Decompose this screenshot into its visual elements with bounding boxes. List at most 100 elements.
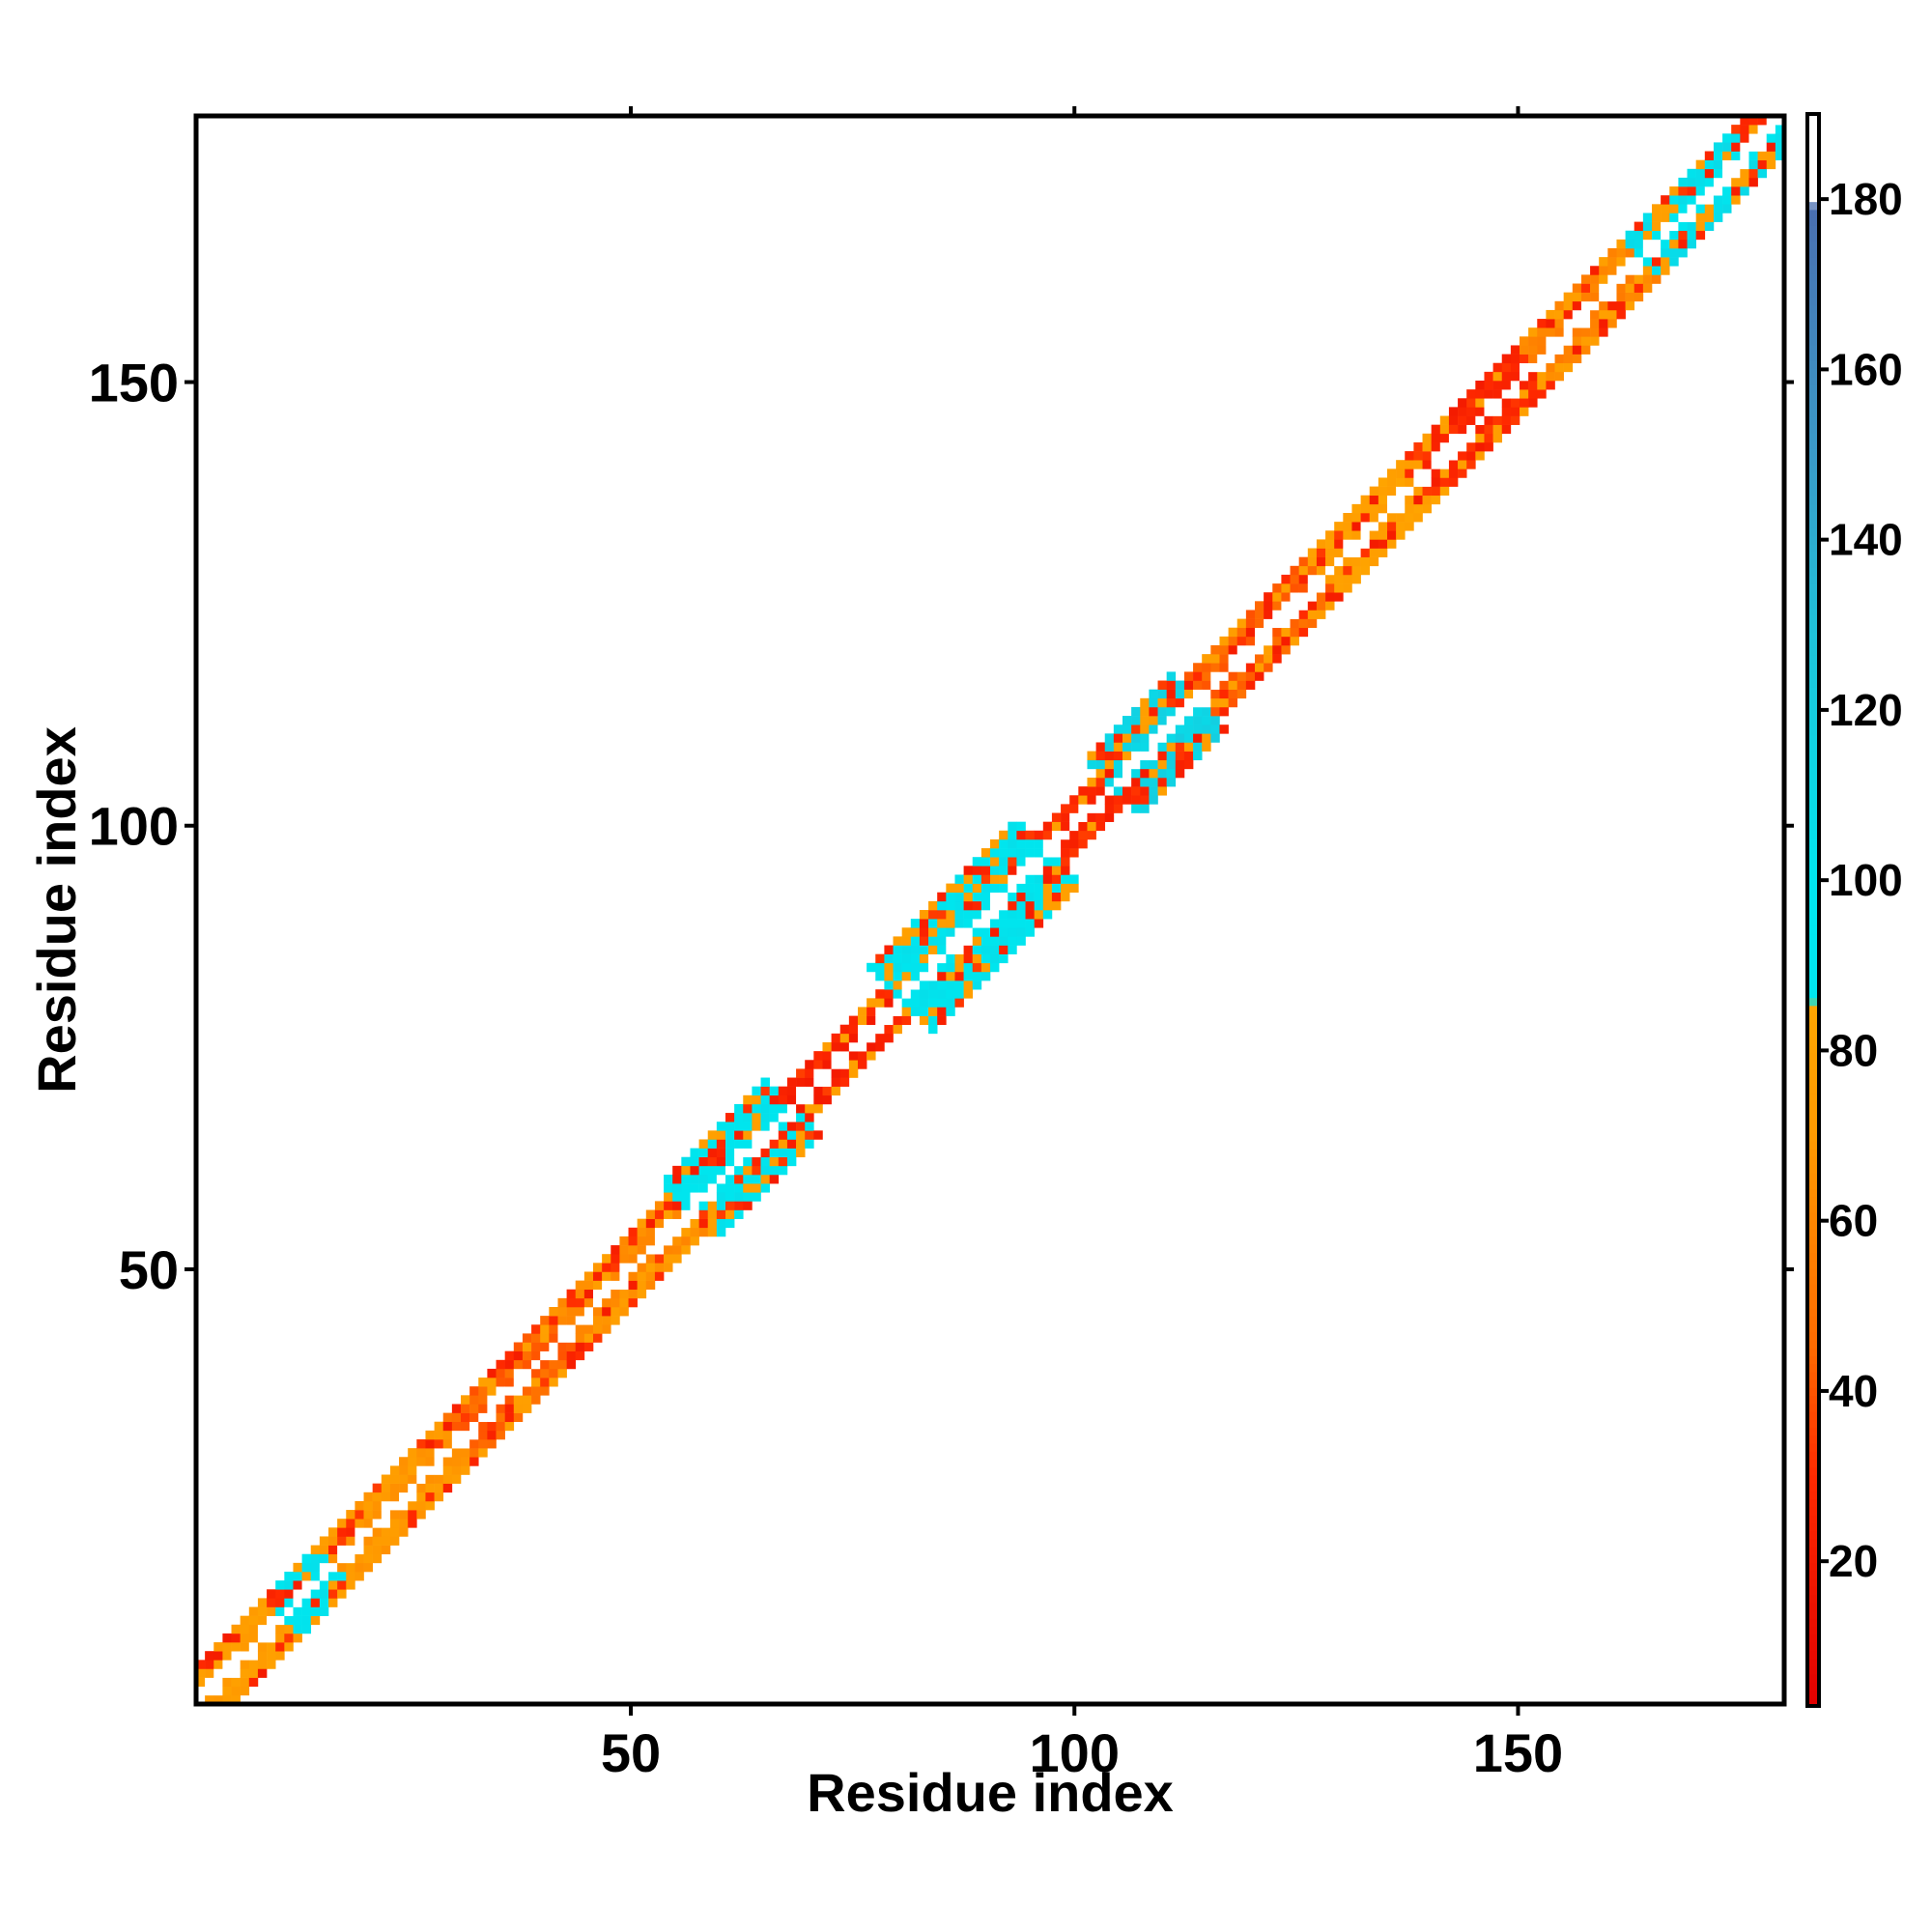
colorbar-segment [1807,766,1819,776]
heatmap-cell [1599,283,1608,293]
heatmap-cell [1396,460,1406,469]
heatmap-cell [1069,812,1079,822]
colorbar-frame [1805,112,1821,1708]
colorbar-segment [1807,1562,1819,1572]
heatmap-cell [1140,786,1150,796]
heatmap-cell [1034,848,1044,858]
heatmap-cell [1748,125,1758,134]
heatmap-cell [1484,398,1493,408]
heatmap-cell [690,1218,699,1229]
heatmap-cell [1492,362,1503,373]
heatmap-cell [1687,230,1696,241]
heatmap-cell [461,1439,470,1449]
heatmap-cell [1580,283,1591,293]
heatmap-cell [1642,213,1653,222]
heatmap-cell [796,1068,806,1078]
heatmap-cell [1466,441,1476,452]
heatmap-cell [355,1562,364,1573]
heatmap-cell [1078,838,1088,849]
heatmap-cell [1563,336,1574,346]
heatmap-cell [1642,283,1653,293]
heatmap-cell [1748,133,1758,143]
heatmap-cell [1202,663,1211,672]
heatmap-cell [1590,309,1600,320]
colorbar-segment [1807,233,1819,242]
heatmap-cell [1016,883,1026,894]
heatmap-cell [389,1527,400,1537]
heatmap-cell [752,1113,761,1122]
heatmap-cell [901,1007,912,1016]
heatmap-cell [593,1324,603,1334]
heatmap-cell [1572,327,1582,337]
heatmap-cell [1607,274,1617,284]
heatmap-cell [628,1236,638,1246]
heatmap-cell [389,1465,400,1475]
heatmap-cell [1131,804,1141,813]
heatmap-cell [416,1492,426,1502]
heatmap-cell [531,1378,541,1387]
heatmap-cell [1008,838,1017,849]
heatmap-cell [1202,742,1211,752]
heatmap-cell [1183,759,1194,770]
heatmap-cell [1122,778,1132,787]
heatmap-cell [1484,415,1493,425]
heatmap-cell [1255,663,1264,672]
heatmap-cell [901,980,912,990]
colorbar-segment [1807,1674,1819,1683]
heatmap-cell [1104,804,1115,813]
heatmap-cell [990,919,1000,928]
heatmap-cell [963,953,974,964]
heatmap-cell [1219,697,1229,708]
heatmap-cell [1431,451,1441,461]
heatmap-cell [434,1421,444,1432]
heatmap-cell [513,1342,524,1351]
heatmap-cell [672,1245,682,1255]
heatmap-cell [1546,327,1555,337]
heatmap-cell [645,1254,656,1264]
heatmap-cell [1360,513,1371,523]
x-axis-title: Residue index [807,1762,1174,1823]
heatmap-cell [1748,151,1758,160]
heatmap-cell [1360,556,1371,567]
heatmap-cell [893,989,902,999]
heatmap-cell [1166,697,1177,708]
heatmap-cell [937,980,947,990]
heatmap-cell [1219,654,1229,664]
heatmap-cell [196,1686,206,1696]
heatmap-cell [1625,283,1635,293]
heatmap-cell [602,1289,611,1299]
heatmap-cell [769,1148,780,1158]
heatmap-cell [1042,874,1053,884]
colorbar-segment [1807,1005,1819,1014]
heatmap-cell [1334,548,1344,557]
heatmap-cell [1008,883,1017,894]
heatmap-cell [645,1209,656,1219]
heatmap-cell [363,1500,373,1511]
heatmap-cell [293,1606,302,1616]
heatmap-cell [1316,601,1326,611]
heatmap-cell [1396,486,1406,497]
heatmap-cell [1537,327,1547,337]
heatmap-cell [716,1165,726,1176]
heatmap-cell [654,1218,665,1229]
heatmap-cell [1369,530,1379,540]
heatmap-cell [664,1263,673,1272]
heatmap-cell [1652,230,1662,241]
heatmap-cell [805,1086,814,1096]
heatmap-cell [937,998,947,1008]
colorbar-segment [1807,1093,1819,1102]
heatmap-cell [1087,804,1096,813]
heatmap-cell [231,1624,241,1634]
heatmap-cell [1695,177,1706,187]
heatmap-cell [442,1465,453,1475]
heatmap-cell [1219,663,1229,672]
heatmap-cell [275,1624,285,1634]
heatmap-cell [1448,441,1459,452]
heatmap-cell [1281,636,1291,646]
heatmap-cell [1104,759,1115,770]
colorbar-segment [1807,1602,1819,1611]
heatmap-cell [769,1086,780,1096]
heatmap-cell [1307,601,1318,611]
heatmap-cell [240,1660,250,1669]
heatmap-cell [1704,213,1715,222]
